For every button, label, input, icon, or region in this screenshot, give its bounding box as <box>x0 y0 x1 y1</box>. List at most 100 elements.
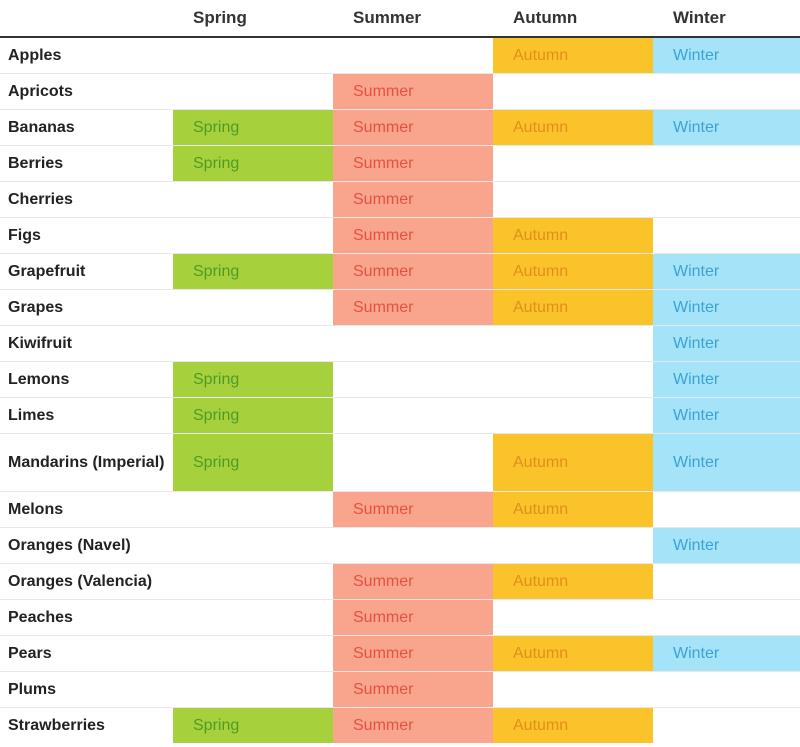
table-body: Apples Autumn Winter Apricots Summer Bananas S… <box>0 37 800 743</box>
fruit-name: Grapefruit <box>0 253 173 290</box>
autumn-cell <box>493 145 653 182</box>
table-row: Berries Spring Summer <box>0 145 800 182</box>
table-row: Kiwifruit Winter <box>0 325 800 362</box>
spring-cell <box>173 37 333 74</box>
fruit-name: Limes <box>0 397 173 434</box>
table-row: Melons Summer Autumn <box>0 491 800 528</box>
table-row: Plums Summer <box>0 671 800 708</box>
winter-cell: Winter <box>653 433 800 492</box>
table-row: Oranges (Valencia) Summer Autumn <box>0 563 800 600</box>
table-row: Pears Summer Autumn Winter <box>0 635 800 672</box>
winter-cell: Winter <box>653 527 800 564</box>
table-row: Figs Summer Autumn <box>0 217 800 254</box>
winter-cell: Winter <box>653 289 800 326</box>
summer-cell <box>333 433 493 492</box>
autumn-cell <box>493 671 653 708</box>
autumn-cell <box>493 361 653 398</box>
winter-cell: Winter <box>653 37 800 74</box>
autumn-cell: Autumn <box>493 707 653 743</box>
table-row: Mandarins (Imperial) Spring Autumn Winter <box>0 433 800 492</box>
autumn-cell <box>493 325 653 362</box>
header-spring: Spring <box>173 0 333 38</box>
spring-cell <box>173 325 333 362</box>
winter-cell: Winter <box>653 397 800 434</box>
autumn-cell: Autumn <box>493 217 653 254</box>
winter-cell <box>653 491 800 528</box>
summer-cell: Summer <box>333 491 493 528</box>
fruit-name: Oranges (Navel) <box>0 527 173 564</box>
fruit-name: Bananas <box>0 109 173 146</box>
table-row: Grapes Summer Autumn Winter <box>0 289 800 326</box>
autumn-cell <box>493 397 653 434</box>
winter-cell <box>653 599 800 636</box>
header-winter: Winter <box>653 0 800 38</box>
winter-cell <box>653 181 800 218</box>
winter-cell <box>653 145 800 182</box>
fruit-name: Melons <box>0 491 173 528</box>
winter-cell <box>653 217 800 254</box>
autumn-cell <box>493 181 653 218</box>
fruit-name: Figs <box>0 217 173 254</box>
fruit-name: Strawberries <box>0 707 173 743</box>
spring-cell: Spring <box>173 253 333 290</box>
winter-cell <box>653 707 800 743</box>
table-row: Apricots Summer <box>0 73 800 110</box>
header-summer: Summer <box>333 0 493 38</box>
table-header: Spring Summer Autumn Winter <box>0 0 800 38</box>
fruit-name: Peaches <box>0 599 173 636</box>
spring-cell <box>173 671 333 708</box>
table-row: Apples Autumn Winter <box>0 37 800 74</box>
fruit-name: Cherries <box>0 181 173 218</box>
autumn-cell <box>493 527 653 564</box>
spring-cell <box>173 217 333 254</box>
table-row: Cherries Summer <box>0 181 800 218</box>
summer-cell: Summer <box>333 109 493 146</box>
summer-cell: Summer <box>333 145 493 182</box>
spring-cell <box>173 491 333 528</box>
table-row: Limes Spring Winter <box>0 397 800 434</box>
spring-cell <box>173 527 333 564</box>
winter-cell: Winter <box>653 325 800 362</box>
summer-cell: Summer <box>333 599 493 636</box>
spring-cell: Spring <box>173 109 333 146</box>
summer-cell: Summer <box>333 563 493 600</box>
summer-cell: Summer <box>333 671 493 708</box>
winter-cell <box>653 563 800 600</box>
spring-cell <box>173 181 333 218</box>
header-row: Spring Summer Autumn Winter <box>0 0 800 38</box>
autumn-cell: Autumn <box>493 433 653 492</box>
autumn-cell <box>493 599 653 636</box>
summer-cell: Summer <box>333 635 493 672</box>
summer-cell: Summer <box>333 289 493 326</box>
winter-cell: Winter <box>653 253 800 290</box>
winter-cell: Winter <box>653 109 800 146</box>
table-row: Peaches Summer <box>0 599 800 636</box>
spring-cell <box>173 599 333 636</box>
fruit-name: Plums <box>0 671 173 708</box>
table-row: Oranges (Navel) Winter <box>0 527 800 564</box>
spring-cell: Spring <box>173 397 333 434</box>
spring-cell <box>173 289 333 326</box>
winter-cell <box>653 671 800 708</box>
fruit-name: Lemons <box>0 361 173 398</box>
summer-cell <box>333 37 493 74</box>
spring-cell <box>173 563 333 600</box>
table-row: Lemons Spring Winter <box>0 361 800 398</box>
fruit-name: Mandarins (Imperial) <box>0 433 173 492</box>
fruit-name: Apricots <box>0 73 173 110</box>
fruit-name: Kiwifruit <box>0 325 173 362</box>
autumn-cell: Autumn <box>493 563 653 600</box>
summer-cell <box>333 527 493 564</box>
summer-cell: Summer <box>333 73 493 110</box>
autumn-cell <box>493 73 653 110</box>
fruit-name: Berries <box>0 145 173 182</box>
summer-cell: Summer <box>333 707 493 743</box>
spring-cell: Spring <box>173 145 333 182</box>
summer-cell: Summer <box>333 217 493 254</box>
winter-cell: Winter <box>653 635 800 672</box>
header-autumn: Autumn <box>493 0 653 38</box>
header-fruit <box>0 0 173 38</box>
summer-cell: Summer <box>333 181 493 218</box>
winter-cell: Winter <box>653 361 800 398</box>
